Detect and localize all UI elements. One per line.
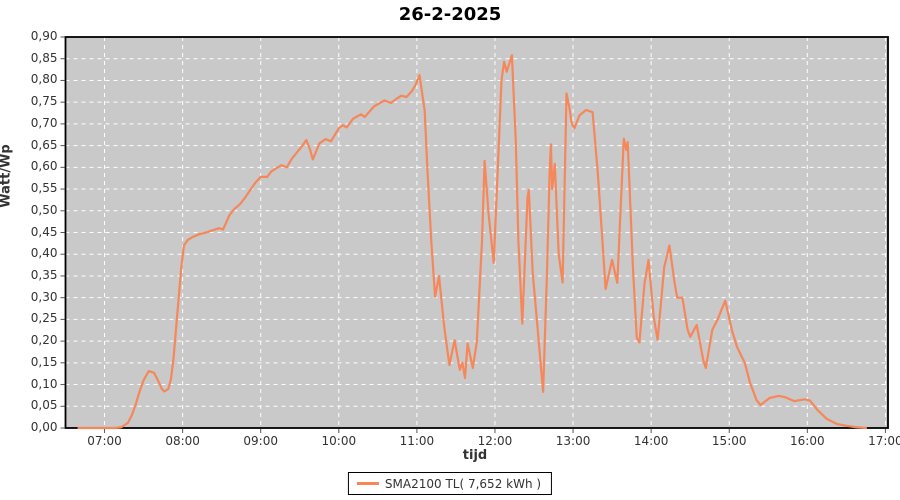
legend-line-swatch <box>356 482 379 485</box>
y-tick-label: 0,35 <box>30 267 58 282</box>
y-axis-title: Watt/Wp <box>0 144 14 208</box>
x-tick-label: 17:00 <box>868 434 900 448</box>
y-tick-label: 0,45 <box>30 224 58 239</box>
y-tick-label: 0,65 <box>30 137 58 152</box>
y-tick-label: 0,40 <box>30 246 58 261</box>
y-tick-label: 0,50 <box>30 202 58 217</box>
x-tick-label: 07:00 <box>87 434 122 448</box>
y-tick-label: 0,75 <box>30 94 58 109</box>
x-tick-label: 13:00 <box>555 434 591 448</box>
y-tick-label: 0,60 <box>30 159 58 174</box>
y-tick-label: 0,85 <box>30 50 58 65</box>
y-tick-label: 0,30 <box>30 289 58 304</box>
y-tick-label: 0,05 <box>30 398 58 413</box>
x-tick-label: 10:00 <box>321 434 357 448</box>
x-tick-label: 09:00 <box>243 434 278 448</box>
chart-title: 26-2-2025 <box>398 4 502 25</box>
y-tick-label: 0,80 <box>30 72 58 87</box>
y-tick-label: 0,90 <box>30 29 58 43</box>
y-tick-label: 0,00 <box>30 420 58 434</box>
legend-series-label: SMA2100 TL( 7,652 kWh ) <box>384 476 542 491</box>
x-tick-label: 15:00 <box>711 434 747 448</box>
y-tick-label: 0,15 <box>30 354 58 369</box>
y-tick-label: 0,10 <box>30 376 58 391</box>
y-tick-label: 0,20 <box>30 333 58 348</box>
x-tick-label: 16:00 <box>790 434 825 448</box>
x-axis-title: tijd <box>462 448 488 463</box>
x-tick-label: 11:00 <box>399 434 435 448</box>
y-tick-label: 0,55 <box>30 181 58 196</box>
legend-box: SMA2100 TL( 7,652 kWh ) <box>347 472 553 495</box>
x-tick-label: 14:00 <box>633 434 669 448</box>
y-tick-label: 0,25 <box>30 311 58 326</box>
y-tick-label: 0,70 <box>30 115 58 130</box>
x-tick-label: 12:00 <box>477 434 513 448</box>
x-tick-label: 08:00 <box>165 434 200 448</box>
